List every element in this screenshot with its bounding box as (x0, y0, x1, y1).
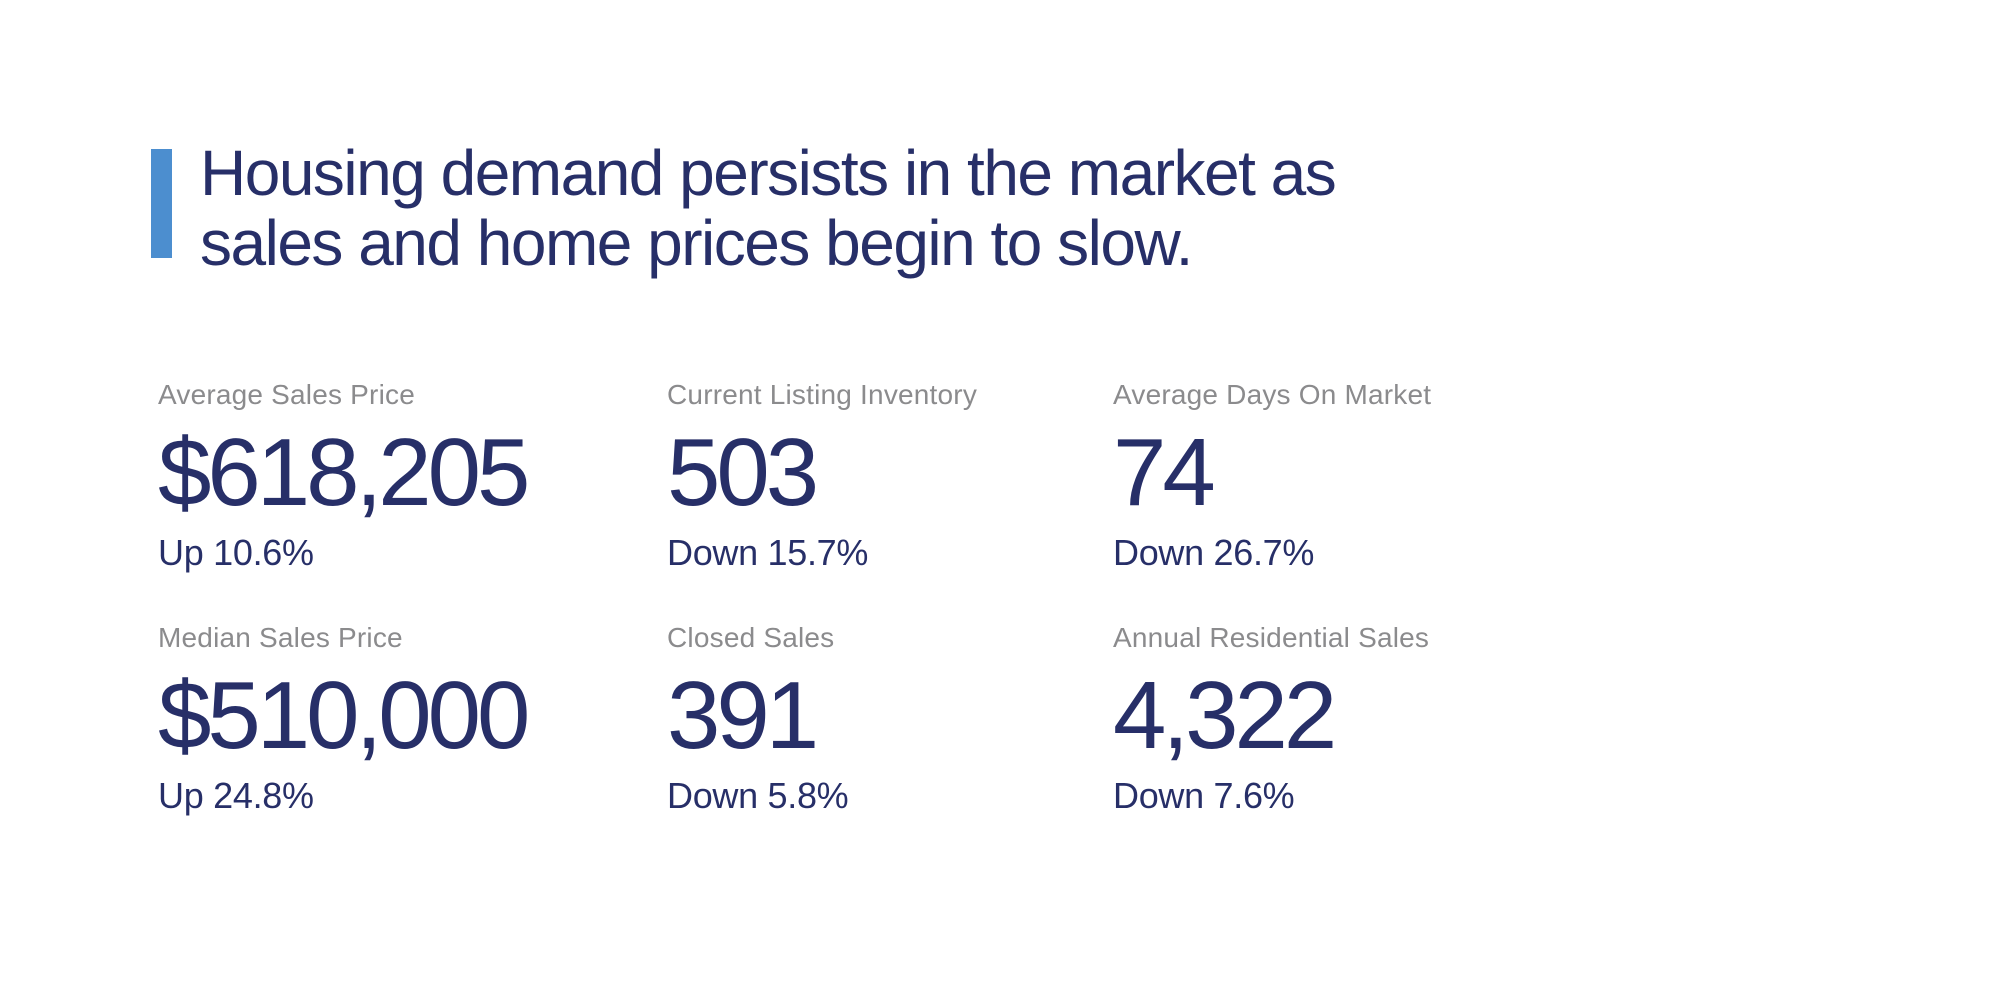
stat-change: Up 24.8% (158, 775, 314, 816)
stat-value: 4,322 (1113, 662, 1337, 769)
page-title-line1: Housing demand persists in the market as (200, 137, 1337, 209)
stat-current-listing-inventory: Current Listing Inventory 503 Down 15.7% (667, 378, 1127, 575)
stat-value: $510,000 (158, 662, 530, 769)
page-title: Housing demand persists in the market as… (200, 137, 1337, 279)
page-title-line2: sales and home prices begin to slow. (200, 207, 1193, 279)
stat-label: Current Listing Inventory (667, 379, 978, 410)
stat-median-sales-price: Median Sales Price $510,000 Up 24.8% (158, 621, 618, 818)
stat-change: Down 7.6% (1113, 775, 1295, 816)
headline-accent-bar (151, 149, 172, 258)
stat-closed-sales: Closed Sales 391 Down 5.8% (667, 621, 1127, 818)
stat-label: Closed Sales (667, 622, 835, 653)
stat-label: Annual Residential Sales (1113, 622, 1430, 653)
stat-value: 391 (667, 662, 819, 769)
stat-change: Down 26.7% (1113, 532, 1315, 573)
stat-value: 503 (667, 419, 819, 526)
stat-average-sales-price: Average Sales Price $618,205 Up 10.6% (158, 378, 618, 575)
stat-annual-residential-sales: Annual Residential Sales 4,322 Down 7.6% (1113, 621, 1573, 818)
stat-value: $618,205 (158, 419, 530, 526)
stat-average-days-on-market: Average Days On Market 74 Down 26.7% (1113, 378, 1573, 575)
stat-label: Average Days On Market (1113, 379, 1432, 410)
stat-change: Down 5.8% (667, 775, 849, 816)
stat-label: Average Sales Price (158, 379, 415, 410)
stat-label: Median Sales Price (158, 622, 403, 653)
stat-change: Up 10.6% (158, 532, 314, 573)
stat-value: 74 (1113, 419, 1216, 526)
stat-change: Down 15.7% (667, 532, 869, 573)
